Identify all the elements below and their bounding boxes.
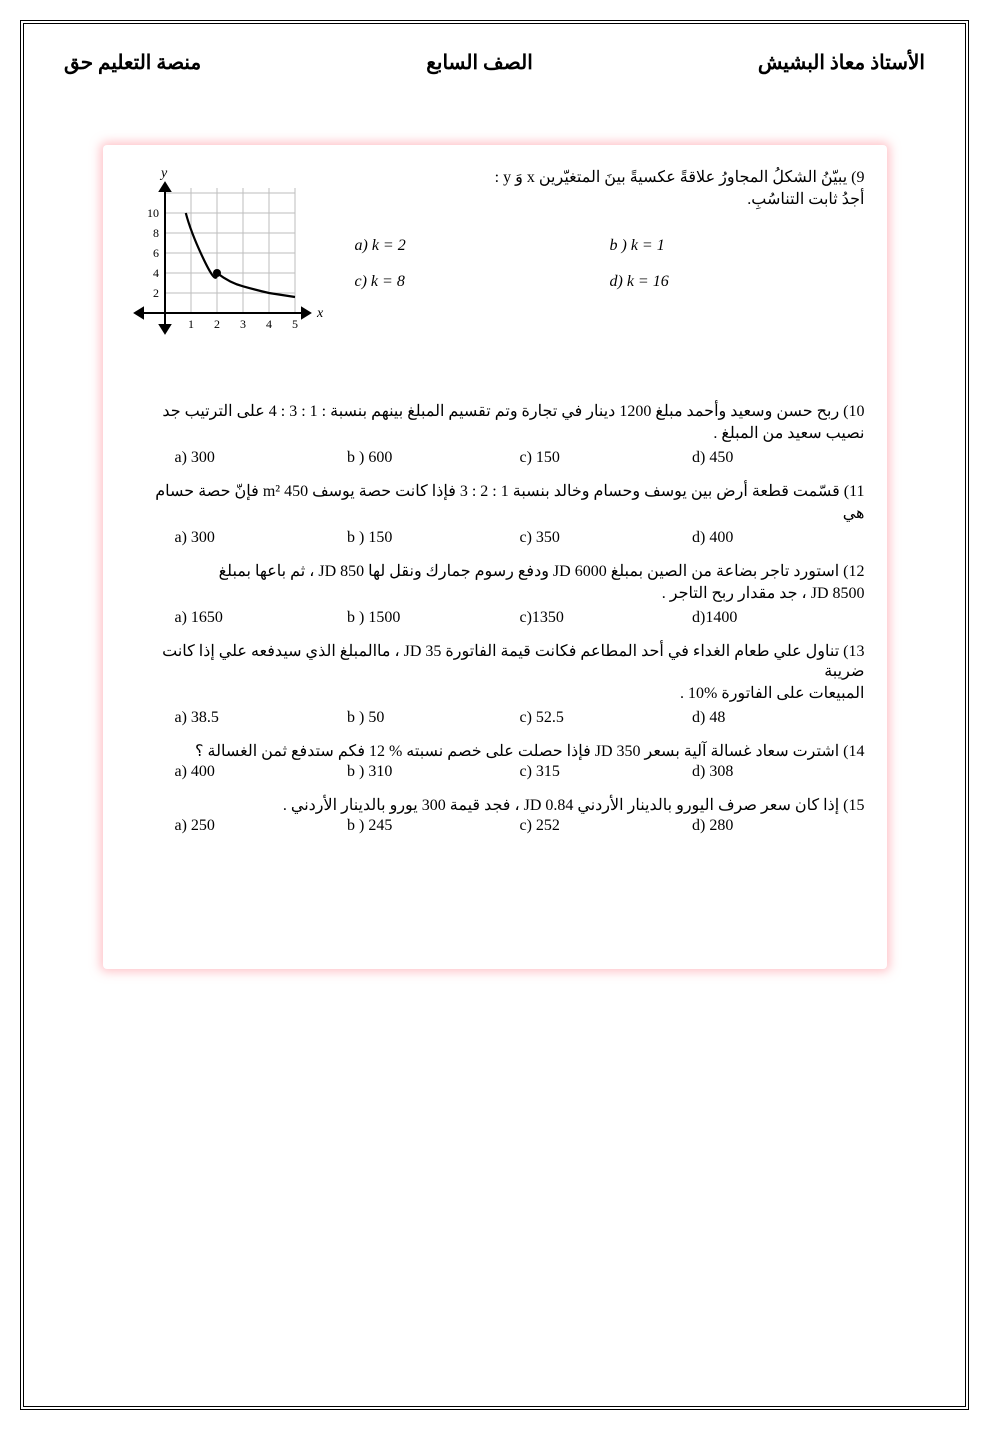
page-frame: الأستاذ معاذ البشيش الصف السابع منصة الت… (20, 20, 969, 1410)
q13-opt-a: a) 38.5 (125, 709, 348, 727)
q11-opt-d: d) 400 (692, 529, 865, 547)
q10-sub: نصيب سعيد من المبلغ . (125, 423, 865, 443)
q10-opt-c: c) 150 (520, 449, 693, 467)
q11-options: a) 300 b ) 150 c) 350 d) 400 (125, 529, 865, 547)
q14-opt-c: c) 315 (520, 763, 693, 781)
q14-opt-d: d) 308 (692, 763, 865, 781)
svg-text:4: 4 (153, 266, 159, 280)
q9-opt-a: a) k = 2 (355, 237, 610, 255)
q9-opt-b: b ) k = 1 (610, 237, 865, 255)
q10-opt-a: a) 300 (125, 449, 348, 467)
q11-sub: هي (125, 503, 865, 523)
q13-text: 13) تناول علي طعام الغداء في أحد المطاعم… (125, 641, 865, 681)
graph-yticks: 2 4 6 8 10 (147, 206, 159, 300)
q15-opt-c: c) 252 (520, 817, 693, 835)
q9-sub: أجدُ ثابت التناسُبِ. (325, 189, 865, 209)
q14-text: 14) اشترت سعاد غسالة آلية بسعر 350 JD فإ… (125, 741, 865, 761)
q9-graph: y (125, 163, 325, 363)
q12-opt-d: d)1400 (692, 609, 865, 627)
svg-text:4: 4 (266, 317, 272, 331)
header-left: منصة التعليم حق (64, 50, 201, 75)
svg-text:3: 3 (240, 317, 246, 331)
q9-opt-d: d) k = 16 (610, 273, 865, 291)
q15-opt-a: a) 250 (125, 817, 348, 835)
q11-text: 11) قسّمت قطعة أرض بين يوسف وحسام وخالد … (125, 481, 865, 501)
questions-box: y (103, 145, 887, 969)
q13-options: a) 38.5 b ) 50 c) 52.5 d) 48 (125, 709, 865, 727)
svg-text:1: 1 (188, 317, 194, 331)
q12-sub: 8500 JD ، جد مقدار ربح التاجر . (125, 583, 865, 603)
q15-opt-b: b ) 245 (347, 817, 520, 835)
q13-opt-b: b ) 50 (347, 709, 520, 727)
svg-text:2: 2 (214, 317, 220, 331)
header-right: الأستاذ معاذ البشيش (758, 50, 925, 75)
q14-opt-a: a) 400 (125, 763, 348, 781)
svg-text:6: 6 (153, 246, 159, 260)
svg-text:5: 5 (292, 317, 298, 331)
graph-y-label: y (159, 166, 168, 181)
q12-opt-b: b ) 1500 (347, 609, 520, 627)
q11-opt-a: a) 300 (125, 529, 348, 547)
page-header: الأستاذ معاذ البشيش الصف السابع منصة الت… (64, 50, 925, 75)
q15-opt-d: d) 280 (692, 817, 865, 835)
q14-opt-b: b ) 310 (347, 763, 520, 781)
q10-opt-b: b ) 600 (347, 449, 520, 467)
svg-text:2: 2 (153, 286, 159, 300)
q15-text: 15) إذا كان سعر صرف اليورو بالدينار الأر… (125, 795, 865, 815)
q10-text: 10) ربح حسن وسعيد وأحمد مبلغ 1200 دينار … (125, 401, 865, 421)
q13-opt-c: c) 52.5 (520, 709, 693, 727)
q15-options: a) 250 b ) 245 c) 252 d) 280 (125, 817, 865, 835)
q14-options: a) 400 b ) 310 c) 315 d) 308 (125, 763, 865, 781)
graph-axes (135, 183, 310, 333)
q12-opt-a: a) 1650 (125, 609, 348, 627)
header-center: الصف السابع (426, 50, 533, 75)
graph-curve (185, 213, 294, 297)
graph-point (213, 269, 221, 277)
svg-text:8: 8 (153, 226, 159, 240)
q11-opt-b: b ) 150 (347, 529, 520, 547)
q9-text: 9) يبيّنُ الشكلُ المجاورُ علاقةً عكسيةً … (325, 167, 865, 187)
svg-text:10: 10 (147, 206, 159, 220)
q12-text: 12) استورد تاجر بضاعة من الصين بمبلغ 600… (125, 561, 865, 581)
q9-row: y (125, 163, 865, 363)
q12-opt-c: c)1350 (520, 609, 693, 627)
q12-options: a) 1650 b ) 1500 c)1350 d)1400 (125, 609, 865, 627)
q9-opt-c: c) k = 8 (355, 273, 610, 291)
q11-opt-c: c) 350 (520, 529, 693, 547)
q13-sub: المبيعات على الفاتورة %10 . (125, 683, 865, 703)
graph-x-label: x (316, 306, 324, 321)
q13-opt-d: d) 48 (692, 709, 865, 727)
graph-xticks: 1 2 3 4 5 (188, 317, 298, 331)
q10-options: a) 300 b ) 600 c) 150 d) 450 (125, 449, 865, 467)
q10-opt-d: d) 450 (692, 449, 865, 467)
